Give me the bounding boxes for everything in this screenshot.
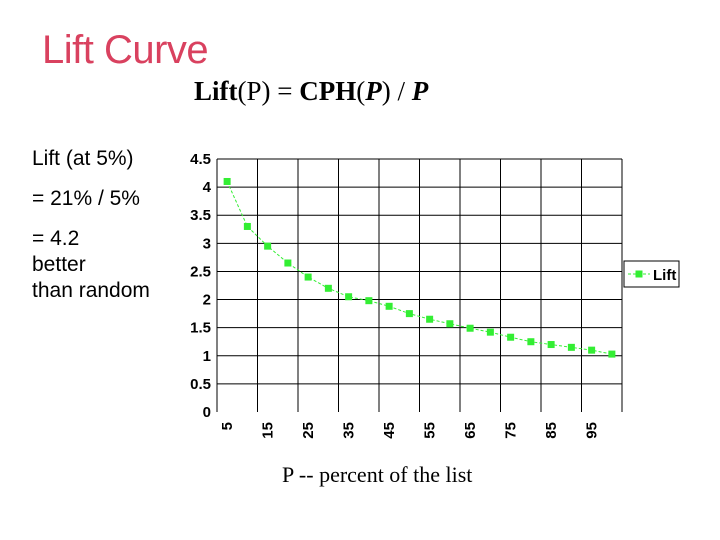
formula-part-2: ( — [356, 76, 366, 106]
x-axis-label: P -- percent of the list — [282, 462, 473, 487]
formula-part-1: (P) = — [237, 76, 300, 106]
x-tick-label: 15 — [260, 422, 277, 439]
x-tick-label: 85 — [543, 422, 560, 439]
data-point — [608, 350, 616, 358]
note-line-5: than random — [32, 279, 150, 302]
data-point — [567, 343, 575, 351]
data-point — [507, 333, 515, 341]
y-tick-label: 4 — [203, 179, 212, 196]
x-tick-label: 35 — [341, 422, 358, 439]
formula-cph: CPH — [299, 76, 357, 106]
data-point — [264, 242, 272, 250]
x-tick-label: 55 — [422, 422, 439, 439]
lift-formula: Lift(P) = CPH(P) / P — [194, 76, 428, 107]
legend-marker — [635, 270, 643, 278]
data-point — [547, 341, 555, 349]
x-tick-label: 95 — [584, 422, 601, 439]
x-tick-label: 25 — [300, 422, 317, 439]
y-tick-label: 3 — [203, 235, 211, 252]
x-tick-label: 5 — [219, 422, 236, 430]
data-point — [405, 310, 413, 318]
slide-title: Lift Curve — [42, 28, 209, 72]
series-line — [226, 181, 612, 355]
y-tick-label: 0.5 — [190, 376, 211, 393]
y-tick-label: 1 — [203, 348, 211, 365]
note-line-4: better — [32, 253, 86, 276]
data-point — [284, 259, 292, 267]
note-line-2: = 21% / 5% — [32, 187, 140, 210]
x-tick-label: 65 — [462, 422, 479, 439]
data-point — [365, 297, 373, 305]
formula-part-3: ) / — [381, 76, 412, 106]
y-tick-label: 3.5 — [190, 207, 211, 224]
data-point — [243, 222, 251, 230]
data-point — [324, 284, 332, 292]
data-point — [466, 324, 474, 332]
data-point — [304, 273, 312, 281]
y-tick-label: 1.5 — [190, 320, 211, 337]
y-tick-label: 0 — [203, 404, 211, 421]
formula-p2: P — [411, 76, 429, 106]
formula-p1: P — [365, 76, 382, 106]
note-line-1: Lift (at 5%) — [32, 147, 134, 170]
formula-lift: Lift — [194, 76, 238, 106]
data-point — [223, 177, 231, 185]
data-point — [588, 346, 596, 354]
y-tick-label: 2.5 — [190, 263, 211, 280]
data-point — [345, 293, 353, 301]
x-tick-label: 45 — [381, 422, 398, 439]
data-point — [486, 328, 494, 336]
x-tick-label: 75 — [503, 422, 520, 439]
data-point — [446, 320, 454, 328]
data-point — [426, 315, 434, 323]
data-point — [527, 338, 535, 346]
legend-label: Lift — [653, 267, 676, 284]
data-point — [385, 302, 393, 310]
lift-explanation: Lift (at 5%) = 21% / 5% = 4.2 better tha… — [32, 146, 150, 304]
y-tick-label: 2 — [203, 292, 211, 309]
y-tick-label: 4.5 — [190, 151, 211, 168]
note-line-3: = 4.2 — [32, 227, 80, 250]
